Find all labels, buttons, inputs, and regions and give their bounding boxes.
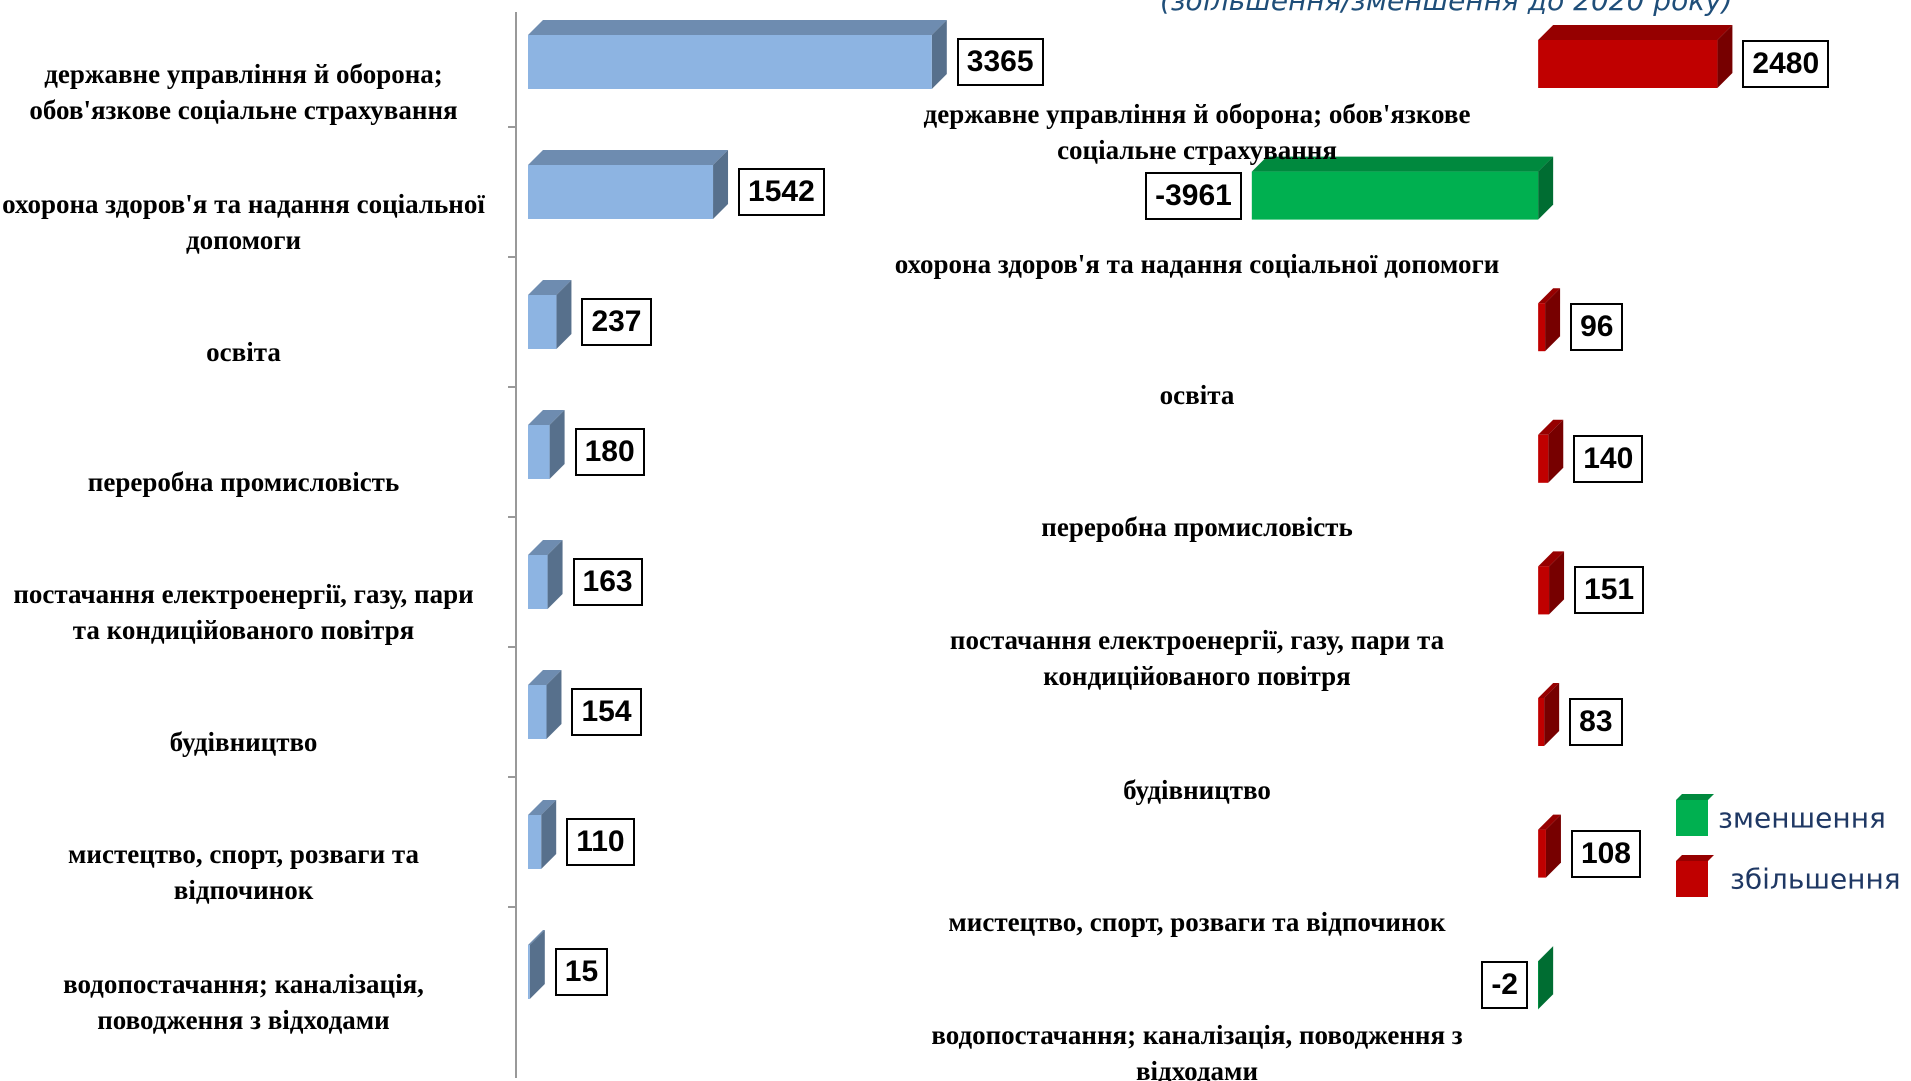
bar bbox=[1538, 434, 1549, 483]
value-label: 180 bbox=[574, 428, 645, 476]
value-label: 2480 bbox=[1742, 40, 1830, 88]
bar-side bbox=[1544, 683, 1560, 746]
legend-swatch-top bbox=[1676, 855, 1714, 861]
chart-subtitle: (збільшення/зменшення до 2020 року) bbox=[1160, 0, 1733, 17]
bar bbox=[528, 425, 550, 479]
bar-top bbox=[1537, 946, 1554, 962]
value-label: 3365 bbox=[956, 38, 1044, 86]
bar bbox=[528, 685, 547, 739]
bar-side bbox=[1545, 814, 1561, 878]
bar bbox=[1251, 171, 1539, 220]
bar-top bbox=[528, 670, 562, 685]
legend-swatch bbox=[1676, 800, 1708, 836]
category-label: переробна промисловість bbox=[87, 467, 400, 497]
category-label: будівництво bbox=[1123, 775, 1271, 805]
bar-side bbox=[541, 800, 557, 869]
value-label: 151 bbox=[1574, 566, 1645, 615]
category-label: освіта bbox=[1159, 380, 1235, 411]
bar bbox=[1538, 566, 1550, 615]
bar-top bbox=[1538, 683, 1560, 698]
bar-top bbox=[1538, 551, 1565, 567]
bar bbox=[1538, 40, 1718, 88]
value-label: 108 bbox=[1570, 829, 1641, 878]
bar bbox=[528, 945, 530, 999]
value-label: 83 bbox=[1569, 698, 1623, 746]
bar-side bbox=[713, 150, 729, 219]
value-label: 140 bbox=[1573, 434, 1644, 483]
bar-side bbox=[1717, 25, 1733, 88]
category-label: державне управління й оборона; обов'язко… bbox=[29, 59, 458, 125]
bar-top bbox=[1251, 156, 1554, 172]
bar-top bbox=[528, 540, 563, 555]
bar bbox=[1538, 829, 1546, 878]
bar-side bbox=[547, 540, 563, 609]
bar-top bbox=[1538, 814, 1561, 830]
legend-label: зменшення bbox=[1718, 801, 1886, 835]
legend-swatch bbox=[1676, 861, 1708, 897]
category-label: освіта bbox=[206, 337, 281, 367]
category-label: охорона здоров'я та надання соціальної д… bbox=[894, 248, 1500, 279]
bar bbox=[1538, 698, 1545, 746]
category-label: переробна промисловість bbox=[1041, 511, 1353, 542]
value-label: 15 bbox=[554, 948, 609, 996]
value-label: 237 bbox=[581, 298, 652, 346]
bar bbox=[528, 165, 714, 219]
bar-top bbox=[528, 150, 729, 165]
category-label: постачання електроенергії, газу, пари та… bbox=[13, 579, 474, 645]
bar-side bbox=[529, 930, 545, 999]
value-label: -2 bbox=[1481, 961, 1528, 1010]
bar-side bbox=[1538, 156, 1554, 220]
value-label: 96 bbox=[1570, 303, 1624, 352]
bar-side bbox=[1545, 288, 1561, 352]
bar-top bbox=[528, 800, 557, 815]
bar bbox=[528, 815, 542, 869]
bar-top bbox=[1538, 25, 1733, 40]
bar-side bbox=[1549, 551, 1565, 615]
category-label: мистецтво, спорт, розваги та відпочинок bbox=[948, 906, 1446, 937]
bar-side bbox=[556, 280, 572, 349]
bar-top bbox=[528, 930, 545, 945]
legend-label: збільшення bbox=[1730, 862, 1901, 896]
bar bbox=[528, 295, 557, 349]
legend-swatch-top bbox=[1676, 794, 1714, 800]
bar-side bbox=[931, 20, 947, 89]
bar-side bbox=[549, 410, 565, 479]
value-label: -3961 bbox=[1145, 171, 1242, 220]
bar bbox=[528, 35, 932, 89]
bar-top bbox=[1538, 288, 1561, 304]
bar-side bbox=[546, 670, 562, 739]
bar bbox=[1538, 303, 1546, 352]
value-label: 110 bbox=[566, 818, 635, 866]
bar bbox=[1537, 961, 1539, 1010]
category-label: охорона здоров'я та надання соціальної д… bbox=[2, 189, 485, 255]
category-label: мистецтво, спорт, розваги та відпочинок bbox=[68, 839, 419, 905]
category-label: постачання електроенергії, газу, пари та… bbox=[949, 625, 1445, 692]
bar-side bbox=[1538, 946, 1554, 1010]
bar-top bbox=[528, 410, 565, 425]
bar-top bbox=[528, 20, 947, 35]
category-label: водопостачання; каналізація, поводження … bbox=[931, 1020, 1463, 1081]
bar bbox=[528, 555, 548, 609]
category-label: водопостачання; каналізація, поводження … bbox=[63, 969, 424, 1035]
value-label: 154 bbox=[571, 688, 642, 736]
value-label: 1542 bbox=[738, 168, 825, 216]
bar-top bbox=[1538, 419, 1564, 435]
bar-side bbox=[1548, 419, 1564, 483]
value-label: 163 bbox=[572, 558, 643, 606]
category-label: будівництво bbox=[169, 727, 318, 757]
bar-top bbox=[528, 280, 572, 295]
category-label: державне управління й оборона; обов'язко… bbox=[923, 99, 1471, 165]
